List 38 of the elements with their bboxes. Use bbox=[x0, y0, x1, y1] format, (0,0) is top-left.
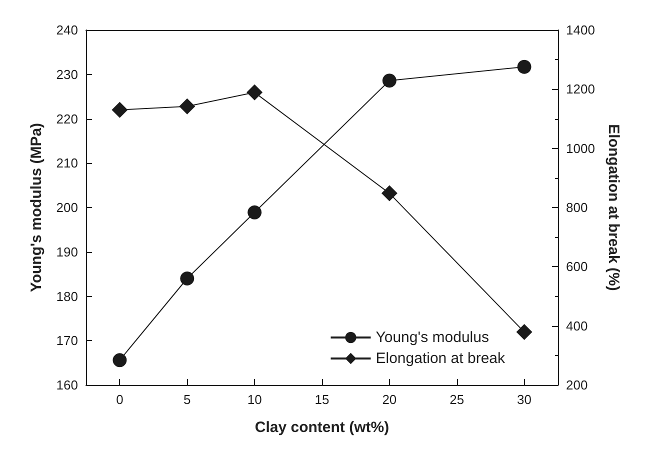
point bbox=[517, 60, 532, 74]
x-tick-label: 0 bbox=[116, 392, 124, 407]
point bbox=[381, 185, 398, 202]
y-tick-label: 190 bbox=[56, 244, 78, 260]
x-tick-label: 15 bbox=[314, 392, 330, 407]
legend-label: Elongation at break bbox=[376, 350, 506, 367]
y-tick-label: 230 bbox=[56, 66, 78, 82]
point bbox=[246, 84, 263, 100]
x-tick-label: 20 bbox=[382, 392, 397, 407]
point bbox=[112, 102, 128, 118]
y-tick-label: 180 bbox=[56, 288, 78, 304]
point bbox=[382, 74, 396, 88]
y-tick-label: 200 bbox=[56, 200, 78, 215]
x-tick-label: 30 bbox=[517, 392, 532, 407]
y-tick-label: 160 bbox=[56, 378, 78, 392]
x-axis-title: Clay content (wt%) bbox=[254, 419, 390, 436]
y2-tick-label: 800 bbox=[566, 200, 588, 215]
y-tick-label: 220 bbox=[56, 111, 78, 126]
y2-tick-label: 400 bbox=[566, 318, 588, 334]
y2-axis-title: Elongation at break (%) bbox=[605, 124, 622, 291]
y-tick-label: 170 bbox=[56, 333, 78, 348]
y2-tick-label: 200 bbox=[566, 378, 588, 392]
y2-tick-label: 1000 bbox=[566, 140, 595, 156]
point bbox=[516, 324, 532, 340]
y-tick-label: 240 bbox=[56, 22, 78, 38]
legend-label: Young's modulus bbox=[376, 329, 489, 346]
x-tick-label: 5 bbox=[184, 392, 191, 407]
y2-tick-label: 1200 bbox=[566, 82, 595, 97]
point bbox=[248, 205, 262, 220]
y-axis-title: Young's modulus (MPa) bbox=[28, 122, 45, 292]
y2-tick-label: 600 bbox=[566, 259, 588, 274]
x-tick-label: 25 bbox=[450, 392, 464, 407]
point bbox=[180, 272, 194, 286]
y2-tick-label: 1400 bbox=[566, 22, 595, 38]
point bbox=[112, 353, 127, 368]
y-tick-label: 210 bbox=[56, 156, 78, 171]
point bbox=[179, 98, 196, 114]
x-tick-label: 10 bbox=[247, 392, 262, 407]
